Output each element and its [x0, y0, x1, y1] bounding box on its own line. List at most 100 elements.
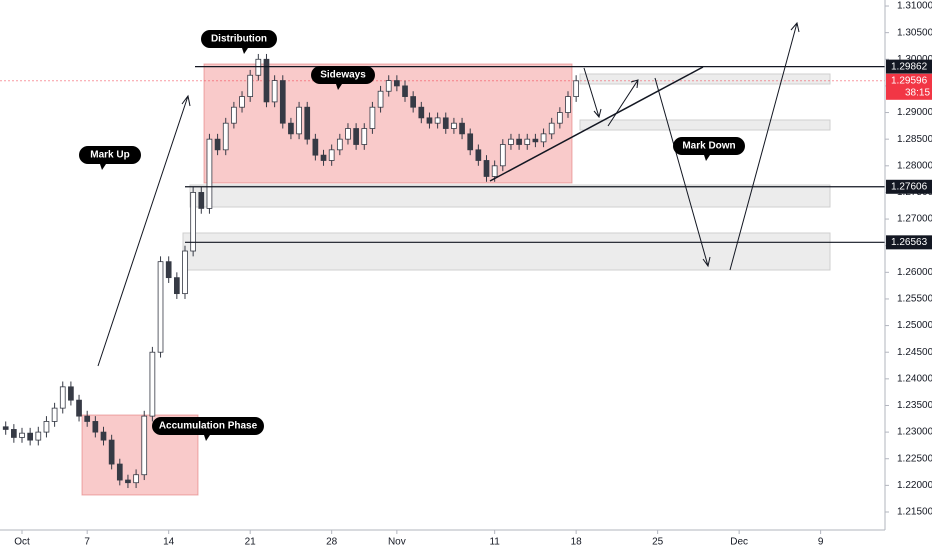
y-tick-label: 1.30000	[897, 54, 932, 65]
y-tick-label: 1.22500	[897, 453, 932, 464]
candle-body	[59, 386, 66, 409]
callout: Mark Down	[673, 137, 745, 161]
candle-body	[296, 106, 302, 135]
y-tick-label: 1.27000	[897, 214, 932, 225]
y-tick-label: 1.21500	[897, 507, 932, 518]
y-tick-label: 1.25500	[897, 294, 932, 305]
level-label-box	[886, 235, 932, 250]
candle-body	[214, 138, 221, 151]
candle-body	[336, 138, 343, 151]
candle-body	[451, 122, 457, 129]
drawings	[97, 21, 800, 367]
y-tick-label: 1.25000	[897, 320, 932, 331]
callout: Distribution	[201, 30, 277, 54]
candle-body	[483, 160, 490, 177]
y-tick-label: 1.31000	[897, 1, 932, 12]
candle-body	[532, 138, 539, 143]
x-tick-label: 25	[652, 537, 664, 548]
candle-body	[385, 80, 392, 92]
callouts: Distribution Sideways Mark Up Mark Down …	[79, 30, 745, 441]
candle-body	[377, 90, 384, 108]
candle-body	[271, 80, 278, 103]
callout-bubble	[201, 30, 277, 54]
candle-body	[231, 106, 237, 124]
candle-body	[222, 122, 229, 151]
candle-body	[540, 133, 547, 143]
candle-body	[190, 192, 196, 252]
level-label-box	[886, 59, 932, 74]
candle-body	[304, 106, 311, 140]
callout-text: Distribution	[211, 34, 267, 45]
callout-text: Sideways	[320, 70, 366, 81]
candle-body	[206, 138, 213, 209]
x-tick-label: Dec	[730, 537, 748, 548]
resistance-zone	[579, 73, 831, 85]
candle-body	[68, 386, 74, 401]
x-tick-label: 9	[818, 537, 824, 548]
y-tick-label: 1.29000	[897, 107, 932, 118]
callout-bubble	[152, 417, 264, 441]
candle-body	[312, 138, 319, 156]
candle-body	[173, 277, 180, 295]
callout: Accumulation Phase	[152, 417, 264, 441]
candle-body	[361, 128, 368, 145]
level-label: 1.29862	[891, 61, 928, 72]
candle-body	[467, 133, 474, 151]
candle-body	[442, 117, 449, 129]
candle-body	[394, 80, 400, 87]
candle-body	[255, 58, 262, 76]
support-zone	[182, 232, 831, 271]
x-tick-label: 21	[245, 537, 257, 548]
candle-body	[125, 479, 131, 484]
candle-body	[369, 106, 376, 129]
x-tick-label: 28	[326, 537, 338, 548]
current-price-label: 1.29596	[891, 75, 928, 86]
candle-body	[198, 192, 205, 209]
candle-body	[491, 165, 498, 177]
candle-body	[51, 407, 58, 422]
arrow	[97, 94, 191, 367]
callout: Sideways	[311, 66, 375, 90]
x-tick-label: Oct	[14, 537, 30, 548]
candle-body	[426, 117, 433, 124]
candle-body	[141, 415, 148, 476]
candle-body	[133, 474, 139, 484]
candle-body	[573, 80, 579, 97]
arrow	[607, 79, 639, 127]
y-tick-label: 1.26000	[897, 267, 932, 278]
candle-body	[165, 261, 172, 279]
candle-body	[84, 415, 91, 422]
x-tick-label: 11	[489, 537, 500, 548]
candle-body	[19, 432, 25, 438]
candle-body	[508, 138, 514, 145]
candle-body	[247, 74, 254, 97]
candle-body	[345, 128, 351, 140]
arrow	[654, 77, 711, 268]
candle-body	[288, 122, 294, 135]
candle-body	[108, 439, 115, 465]
current-price-box	[886, 73, 932, 100]
arrow	[583, 67, 602, 119]
x-tick-label: Nov	[388, 537, 406, 548]
callout-text: Mark Down	[682, 141, 735, 152]
x-tick-label: 18	[571, 537, 583, 548]
candle-body	[157, 261, 164, 353]
y-tick-label: 1.30500	[897, 27, 932, 38]
trend-line	[489, 66, 704, 182]
candle-body	[27, 432, 33, 441]
candle-body	[76, 399, 82, 417]
level-label: 1.26563	[891, 237, 928, 248]
candle-body	[548, 122, 555, 135]
arrow	[729, 21, 800, 271]
y-tick-label: 1.24500	[897, 347, 932, 358]
x-tick-label: 7	[84, 537, 90, 548]
callout-bubble	[673, 137, 745, 161]
candle-body	[263, 58, 270, 103]
countdown-label: 38:15	[905, 87, 930, 98]
candle-body	[499, 144, 506, 167]
x-tick-label: 14	[163, 537, 175, 548]
candle-body	[434, 117, 441, 124]
y-tick-label: 1.28500	[897, 134, 932, 145]
candle-body	[328, 149, 335, 161]
candle-body	[35, 431, 42, 441]
